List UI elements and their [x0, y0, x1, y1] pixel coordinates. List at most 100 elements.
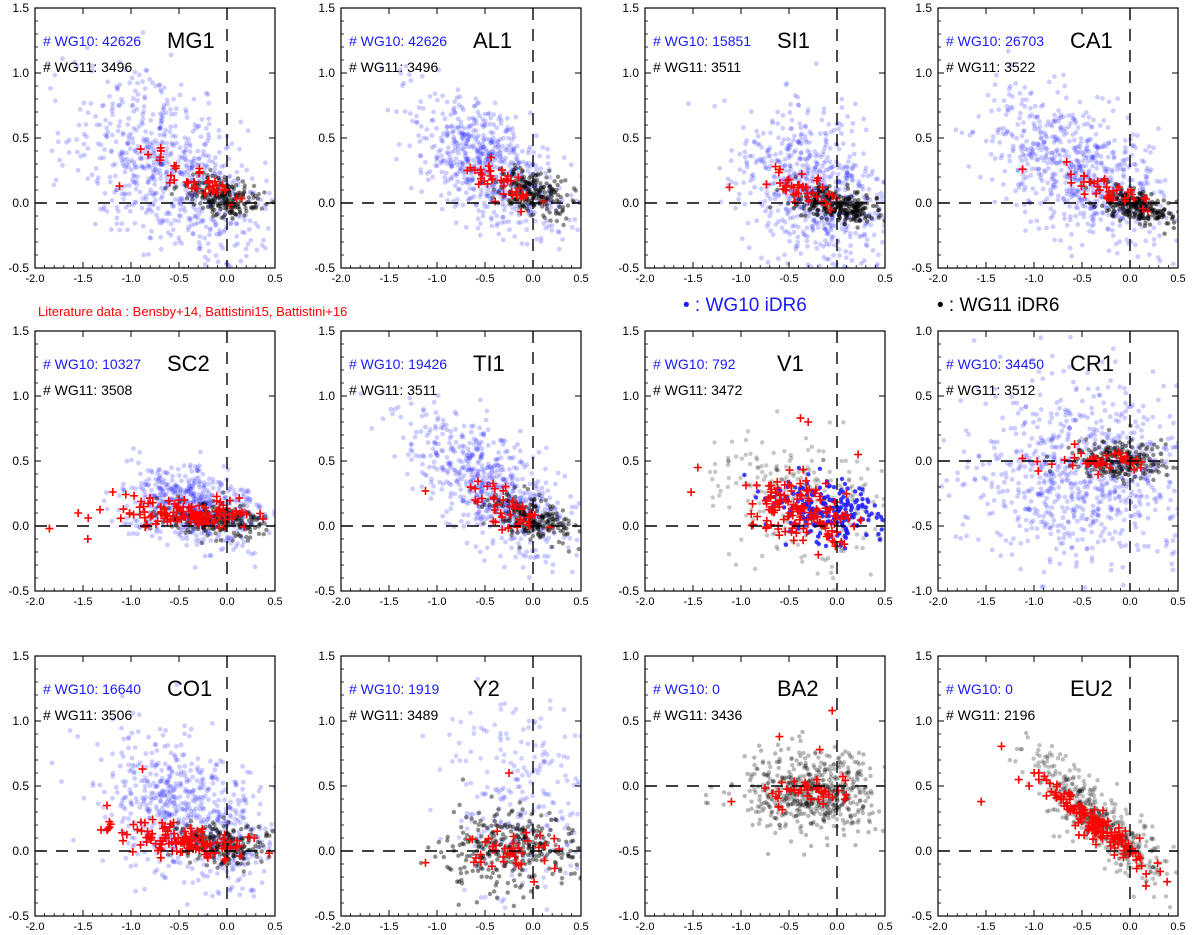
- wg10-point: [170, 204, 175, 209]
- wg10-point: [510, 160, 516, 166]
- wg10-point: [770, 232, 776, 238]
- wg10-point: [129, 177, 135, 182]
- wg10-point: [759, 186, 764, 192]
- wg10-point: [788, 166, 794, 172]
- wg10-point: [164, 140, 170, 146]
- wg10-point: [879, 195, 885, 200]
- wg10-point: [161, 131, 167, 137]
- wg11-point: [552, 189, 557, 195]
- wg10-point: [449, 174, 454, 180]
- wg10-point: [1066, 154, 1072, 159]
- wg10-point: [1049, 123, 1055, 129]
- wg10-point: [160, 493, 166, 499]
- literature-point: [487, 153, 496, 162]
- wg10-point: [1050, 173, 1055, 179]
- wg10-point: [1084, 146, 1089, 151]
- wg10-point: [1073, 192, 1078, 198]
- wg10-point: [148, 187, 154, 193]
- wg10-point: [1009, 105, 1015, 111]
- wg10-point: [486, 152, 491, 158]
- wg10-point: [756, 141, 762, 147]
- wg10-point: [1029, 90, 1035, 95]
- wg10-point: [147, 206, 153, 212]
- wg10-point: [488, 140, 494, 146]
- wg10-point: [186, 215, 192, 221]
- wg11-point: [232, 211, 237, 216]
- wg10-point: [1072, 169, 1078, 175]
- wg10-point: [60, 162, 65, 168]
- wg10-point: [206, 132, 211, 137]
- wg10-point: [113, 139, 119, 145]
- wg10-point: [450, 107, 456, 113]
- wg10-point: [764, 190, 770, 196]
- x-tick-label: 0.0: [525, 273, 540, 285]
- wg10-point: [1074, 200, 1080, 206]
- wg10-point: [128, 521, 134, 526]
- wg10-point: [767, 153, 773, 159]
- wg10-point: [1061, 148, 1066, 154]
- wg11-point: [554, 218, 560, 224]
- wg10-point: [185, 486, 190, 491]
- wg11-point: [842, 221, 847, 226]
- wg10-point: [461, 147, 466, 152]
- wg11-point: [1134, 203, 1139, 208]
- wg10-point: [520, 201, 526, 207]
- wg10-point: [1091, 213, 1097, 219]
- wg10-point: [206, 476, 212, 482]
- literature-point: [725, 183, 734, 192]
- wg10-point: [498, 121, 504, 127]
- wg10-point: [199, 175, 205, 180]
- wg11-point: [545, 197, 550, 202]
- wg10-point: [863, 127, 869, 133]
- wg10-point: [1010, 94, 1015, 99]
- wg10-point: [132, 220, 138, 226]
- wg10-point: [239, 163, 245, 169]
- wg10-point: [518, 220, 524, 225]
- wg10-point: [821, 149, 826, 154]
- wg11-point: [523, 183, 528, 188]
- wg10-point: [1174, 238, 1178, 243]
- wg11-point: [198, 201, 203, 206]
- wg10-point: [1110, 233, 1116, 238]
- wg10-point: [223, 146, 229, 152]
- literature-point: [195, 164, 204, 173]
- wg10-point: [500, 214, 506, 220]
- wg11-point: [846, 204, 852, 209]
- wg10-point: [77, 107, 83, 112]
- wg11-point: [1132, 210, 1137, 215]
- wg10-point: [1023, 157, 1029, 163]
- wg10-point: [159, 139, 165, 145]
- wg10-point: [152, 510, 157, 515]
- wg10-point: [1067, 186, 1073, 192]
- wg10-point: [686, 101, 691, 106]
- wg10-point: [149, 143, 155, 149]
- wg10-point: [527, 110, 533, 116]
- wg10-point: [1028, 145, 1034, 151]
- wg10-point: [208, 502, 214, 508]
- wg10-point: [150, 190, 156, 196]
- wg10-point: [807, 153, 812, 159]
- wg10-point: [1143, 238, 1149, 244]
- wg10-point: [422, 159, 428, 165]
- wg10-point: [1081, 153, 1087, 159]
- wg10-point: [85, 110, 91, 116]
- wg10-point: [1072, 175, 1077, 181]
- wg10-point: [768, 228, 774, 234]
- wg11-point: [518, 165, 523, 171]
- wg10-point: [896, 181, 901, 186]
- wg10-point: [976, 114, 982, 119]
- wg10-point: [1105, 166, 1111, 172]
- wg10-point: [183, 489, 188, 494]
- wg10-point: [800, 229, 806, 235]
- wg10-point: [820, 170, 826, 176]
- wg11-point: [550, 187, 556, 192]
- wg10-point: [154, 529, 159, 535]
- wg10-point: [1020, 171, 1026, 177]
- wg10-point: [1008, 62, 1014, 67]
- wg10-point: [193, 207, 199, 213]
- wg10-point: [480, 145, 486, 151]
- wg10-point: [148, 235, 154, 241]
- wg11-point: [255, 196, 261, 201]
- wg10-point: [262, 202, 268, 208]
- wg10-point: [1090, 230, 1096, 235]
